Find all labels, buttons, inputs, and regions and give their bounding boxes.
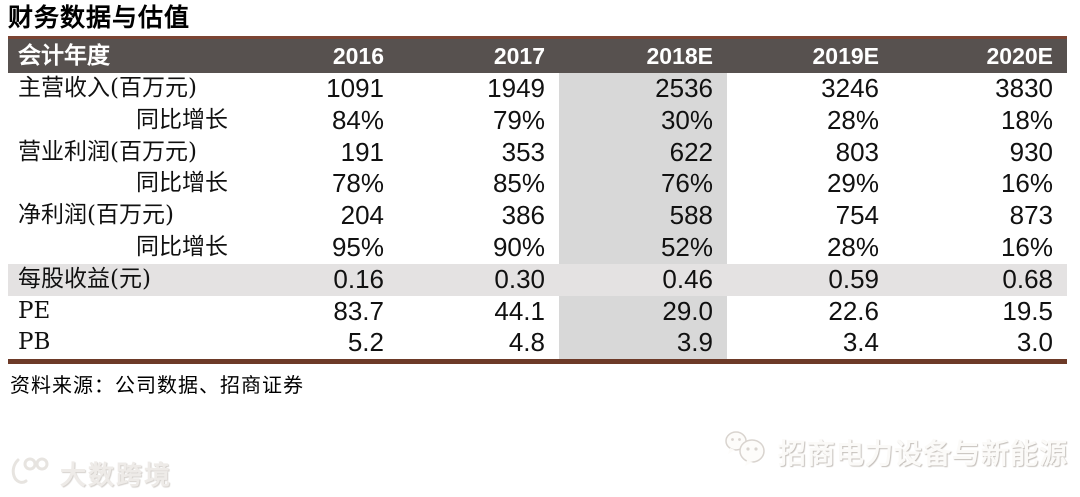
- table-row: 营业利润(百万元) 191 353 622 803 930: [8, 136, 1067, 169]
- row-label: PB: [18, 329, 51, 356]
- table-cell: 3246: [821, 73, 879, 103]
- table-cell: 52%: [559, 231, 727, 264]
- table-cell: 3.0: [1016, 327, 1053, 358]
- table-row: 同比增长 78% 85% 76% 29% 16%: [8, 168, 1067, 201]
- year-column-header: 2020E: [986, 43, 1053, 69]
- row-label: 每股收益(元): [8, 263, 230, 296]
- header-fiscal-year-label: 会计年度: [18, 42, 110, 69]
- right-watermark-text: 招商电力设备与新能源: [778, 436, 1069, 470]
- row-label: 同比增长: [136, 170, 228, 197]
- table-cell: 930: [1009, 136, 1053, 167]
- table-cell: 3.9: [559, 327, 727, 360]
- table-cell: 191: [340, 136, 384, 167]
- table-cell: 3.4: [842, 327, 879, 358]
- row-label: 净利润(百万元): [18, 202, 174, 229]
- table-row: 每股收益(元) 0.16 0.30 0.46 0.59 0.68: [8, 263, 1067, 296]
- table-cell: 29%: [826, 168, 879, 199]
- table-cell: 0.16: [230, 263, 398, 296]
- table-cell: 29.0: [559, 295, 727, 328]
- table-cell: 1091: [326, 73, 384, 103]
- table-row: PB 5.2 4.8 3.9 3.4 3.0: [8, 327, 1067, 360]
- table-cell: 3830: [995, 73, 1053, 103]
- table-cell: 0.46: [559, 263, 727, 296]
- table-cell: 83.7: [333, 295, 384, 326]
- table-row: 净利润(百万元) 204 386 588 754 873: [8, 200, 1067, 232]
- table-cell: 2536: [559, 73, 727, 105]
- section-title: 财务数据与估值: [8, 3, 191, 32]
- table-cell: 873: [1009, 200, 1053, 231]
- table-cell: 353: [501, 136, 545, 167]
- table-cell: 28%: [826, 231, 879, 262]
- table-row: PE 83.7 44.1 29.0 22.6 19.5: [8, 295, 1067, 328]
- table-cell: 754: [835, 200, 879, 231]
- table-body: 主营收入(百万元) 1091 1949 2536 3246 3830 同比增长 84% 7…: [8, 73, 1067, 360]
- table-cell: 622: [559, 136, 727, 169]
- table-cell: 30%: [559, 104, 727, 137]
- table-cell: 5.2: [347, 327, 384, 358]
- year-column-header: 2019E: [812, 43, 879, 69]
- year-column-header: 2017: [493, 43, 545, 69]
- table-cell: 78%: [331, 168, 384, 199]
- wechat-icon: [722, 428, 770, 475]
- table-cell: 85%: [492, 168, 545, 199]
- row-label: 同比增长: [136, 233, 228, 260]
- table-header-row: 会计年度 2016 2017 2018E 2019E 2020E: [8, 36, 1067, 73]
- year-column-header: 2018E: [646, 43, 713, 69]
- table-cell: 4.8: [508, 327, 545, 358]
- table-cell: 204: [340, 200, 384, 231]
- table-row: 主营收入(百万元) 1091 1949 2536 3246 3830: [8, 73, 1067, 105]
- table-cell: 90%: [492, 231, 545, 262]
- table-row: 同比增长 84% 79% 30% 28% 18%: [8, 104, 1067, 137]
- table-cell: 16%: [1000, 168, 1053, 199]
- table-cell: 28%: [826, 104, 879, 135]
- table-cell: 79%: [492, 104, 545, 135]
- left-watermark: 大数跨境: [8, 452, 172, 495]
- row-label: 主营收入(百万元): [18, 75, 197, 101]
- table-cell: 588: [559, 200, 727, 232]
- row-label: 同比增长: [136, 106, 228, 133]
- table-cell: 44.1: [494, 295, 545, 326]
- table-cell: 0.68: [893, 263, 1067, 296]
- table-cell: 84%: [331, 104, 384, 135]
- financials-table: 会计年度 2016 2017 2018E 2019E 2020E 主营收入(百万…: [8, 36, 1067, 365]
- table-cell: 16%: [1000, 231, 1053, 262]
- table-bottom-rule: [8, 359, 1067, 365]
- right-watermark: 招商电力设备与新能源: [722, 428, 1068, 475]
- table-cell: 22.6: [828, 295, 879, 326]
- row-label: PE: [18, 297, 51, 324]
- left-watermark-text: 大数跨境: [60, 461, 173, 491]
- table-cell: 76%: [559, 168, 727, 201]
- table-cell: 386: [501, 200, 545, 231]
- table-cell: 0.30: [398, 263, 559, 296]
- table-cell: 803: [835, 136, 879, 167]
- dashu-kuajing-logo-icon: [8, 452, 52, 495]
- table-row: 同比增长 95% 90% 52% 28% 16%: [8, 231, 1067, 264]
- row-label: 营业利润(百万元): [18, 138, 197, 165]
- table-cell: 0.59: [727, 263, 893, 296]
- table-cell: 95%: [331, 231, 384, 262]
- table-cell: 18%: [1000, 104, 1053, 135]
- table-cell: 1949: [487, 73, 545, 103]
- table-cell: 19.5: [1002, 295, 1053, 326]
- year-column-header: 2016: [332, 43, 384, 69]
- source-note: 资料来源：公司数据、招商证券: [10, 373, 304, 397]
